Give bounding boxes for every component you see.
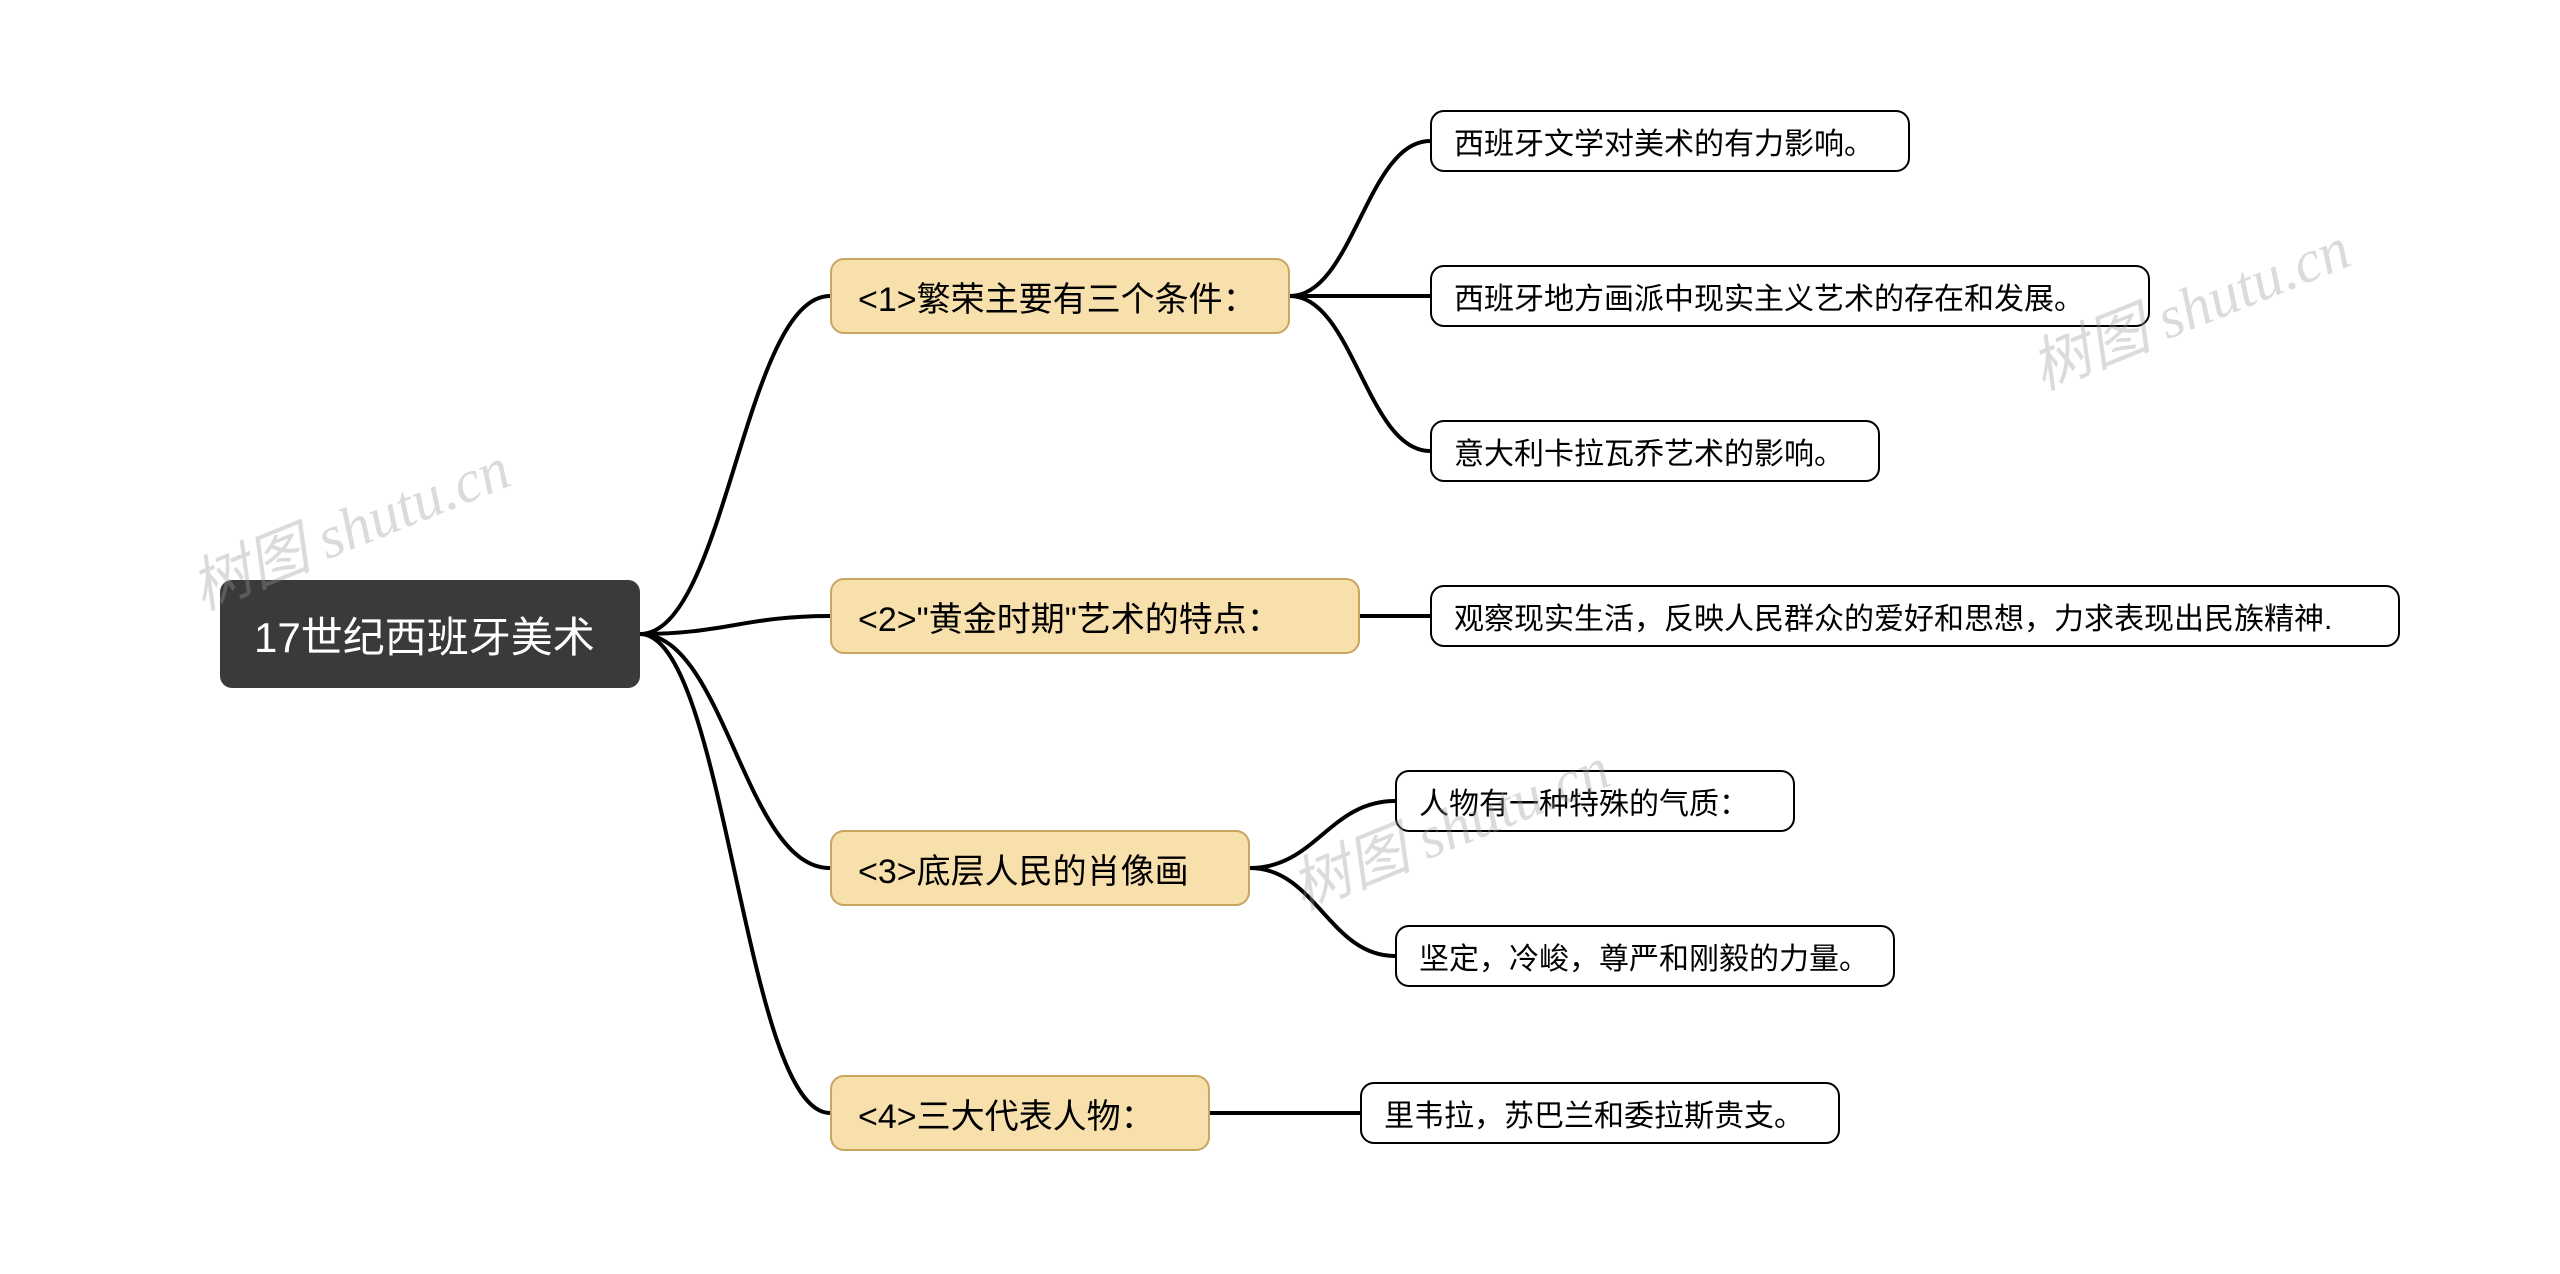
branch-3-leaf-2[interactable]: 坚定，冷峻，尊严和刚毅的力量。 xyxy=(1395,925,1895,987)
root-node[interactable]: 17世纪西班牙美术 xyxy=(220,580,640,688)
branch-1[interactable]: <1>繁荣主要有三个条件： xyxy=(830,258,1290,334)
branch-3[interactable]: <3>底层人民的肖像画 xyxy=(830,830,1250,906)
branch-1-leaf-3[interactable]: 意大利卡拉瓦乔艺术的影响。 xyxy=(1430,420,1880,482)
branch-2-leaf-1[interactable]: 观察现实生活，反映人民群众的爱好和思想，力求表现出民族精神. xyxy=(1430,585,2400,647)
branch-1-leaf-1[interactable]: 西班牙文学对美术的有力影响。 xyxy=(1430,110,1910,172)
branch-4[interactable]: <4>三大代表人物： xyxy=(830,1075,1210,1151)
branch-1-leaf-2[interactable]: 西班牙地方画派中现实主义艺术的存在和发展。 xyxy=(1430,265,2150,327)
mindmap-canvas: 17世纪西班牙美术 <1>繁荣主要有三个条件： 西班牙文学对美术的有力影响。 西… xyxy=(0,0,2560,1274)
branch-3-leaf-1[interactable]: 人物有一种特殊的气质： xyxy=(1395,770,1795,832)
branch-2[interactable]: <2>"黄金时期"艺术的特点： xyxy=(830,578,1360,654)
branch-4-leaf-1[interactable]: 里韦拉，苏巴兰和委拉斯贵支。 xyxy=(1360,1082,1840,1144)
